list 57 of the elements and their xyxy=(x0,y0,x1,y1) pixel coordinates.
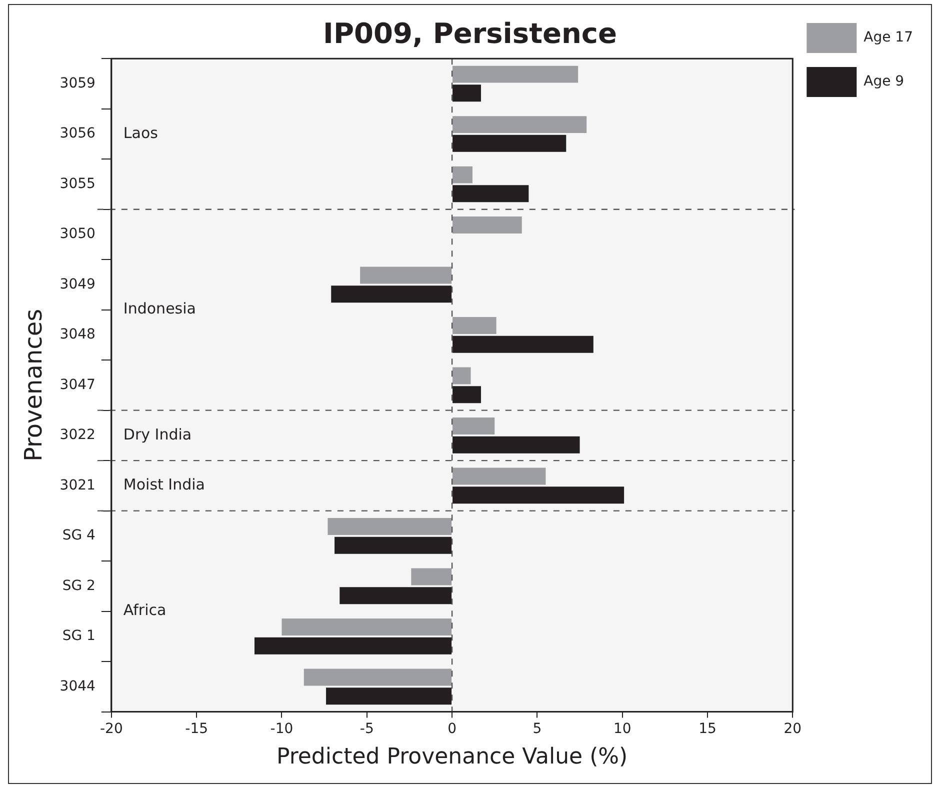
chart-title: IP009, Persistence xyxy=(323,17,617,50)
band-label: Indonesia xyxy=(123,300,196,318)
y-tick-label: 3048 xyxy=(60,326,96,343)
bar xyxy=(331,286,452,303)
x-tick-label: 0 xyxy=(448,720,457,737)
bar xyxy=(452,216,522,234)
bar xyxy=(452,317,496,334)
bar xyxy=(340,587,452,604)
band-label: Africa xyxy=(123,601,166,620)
x-tick-label: 5 xyxy=(532,720,542,737)
bar xyxy=(452,84,481,102)
x-tick-label: -15 xyxy=(185,720,208,737)
x-tick-label: 20 xyxy=(784,720,802,737)
y-tick-label: 3059 xyxy=(60,75,96,92)
bar xyxy=(452,66,578,83)
y-tick-label: 3047 xyxy=(60,376,96,393)
legend-label: Age 17 xyxy=(864,30,913,46)
bar xyxy=(452,185,529,202)
band-label: Moist India xyxy=(123,476,205,494)
bar xyxy=(452,436,580,454)
bar xyxy=(452,486,624,504)
bar xyxy=(452,166,472,184)
bar xyxy=(452,336,594,353)
y-tick-label: 3021 xyxy=(60,477,96,494)
y-tick-label: SG 2 xyxy=(62,578,96,594)
y-tick-label: 3055 xyxy=(60,176,96,192)
y-axis-title: Provenances xyxy=(20,308,48,462)
bar xyxy=(452,418,495,435)
x-tick-label: 15 xyxy=(698,720,716,737)
x-tick-label: -20 xyxy=(100,720,123,737)
y-tick-label: SG 1 xyxy=(62,628,96,644)
bar xyxy=(304,668,452,686)
bar xyxy=(360,266,452,284)
bar xyxy=(452,367,471,384)
bar xyxy=(334,536,452,554)
bar xyxy=(452,386,481,404)
bar xyxy=(282,618,452,636)
y-tick-label: SG 4 xyxy=(62,528,96,544)
bar xyxy=(411,568,452,586)
legend-label: Age 9 xyxy=(864,74,904,90)
y-tick-label: 3056 xyxy=(60,126,96,142)
bar xyxy=(452,468,546,485)
y-tick-label: 3044 xyxy=(60,678,96,694)
band-label: Laos xyxy=(123,124,158,142)
bar xyxy=(254,637,452,654)
bar xyxy=(452,116,587,134)
x-tick-label: -5 xyxy=(360,720,374,737)
x-tick-label: -10 xyxy=(270,720,294,737)
y-tick-label: 3022 xyxy=(60,427,96,444)
bar xyxy=(326,688,452,705)
band-label: Dry India xyxy=(123,425,192,444)
bar xyxy=(328,518,452,535)
x-tick-label: 10 xyxy=(613,720,632,737)
bar xyxy=(452,134,566,152)
y-tick-label: 3050 xyxy=(60,226,96,242)
y-tick-label: 3049 xyxy=(60,276,96,292)
x-axis-title: Predicted Provenance Value (%) xyxy=(276,744,628,770)
